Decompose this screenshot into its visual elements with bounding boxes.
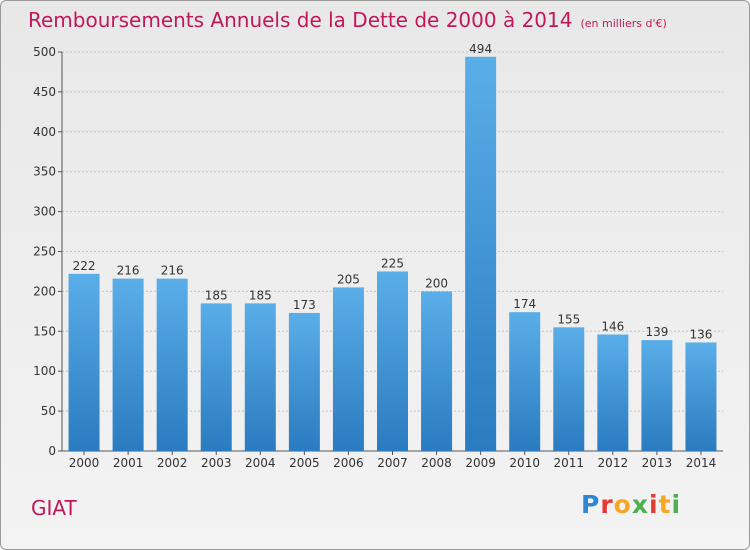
bar-value-label: 173 bbox=[293, 298, 316, 312]
x-tick-label: 2005 bbox=[289, 456, 320, 470]
bar bbox=[421, 291, 453, 451]
bar-value-label: 216 bbox=[117, 264, 140, 278]
logo-letter: P bbox=[581, 490, 601, 519]
bar bbox=[112, 278, 144, 451]
bar bbox=[465, 56, 497, 452]
y-tick-label: 450 bbox=[33, 85, 56, 99]
x-tick-label: 2001 bbox=[113, 456, 144, 470]
x-tick-label: 2000 bbox=[69, 456, 100, 470]
bar bbox=[288, 312, 320, 451]
bar-value-label: 225 bbox=[381, 256, 404, 270]
bar-value-label: 174 bbox=[513, 297, 536, 311]
bar-value-label: 146 bbox=[601, 319, 624, 333]
x-tick-label: 2012 bbox=[598, 456, 629, 470]
bar-value-label: 216 bbox=[161, 264, 184, 278]
bar bbox=[641, 340, 673, 451]
bar-value-label: 222 bbox=[73, 259, 96, 273]
x-tick-label: 2009 bbox=[465, 456, 496, 470]
x-tick-label: 2002 bbox=[157, 456, 188, 470]
y-tick-label: 250 bbox=[33, 245, 56, 259]
chart-title: Remboursements Annuels de la Dette de 20… bbox=[28, 8, 573, 32]
x-tick-label: 2006 bbox=[333, 456, 364, 470]
bar bbox=[685, 342, 717, 451]
bar bbox=[68, 273, 100, 451]
bar bbox=[332, 287, 364, 451]
x-tick-label: 2014 bbox=[686, 456, 717, 470]
y-tick-label: 50 bbox=[41, 404, 56, 418]
y-tick-label: 150 bbox=[33, 324, 56, 338]
y-tick-label: 350 bbox=[33, 165, 56, 179]
x-tick-label: 2008 bbox=[421, 456, 452, 470]
x-tick-label: 2007 bbox=[377, 456, 408, 470]
bar bbox=[156, 278, 188, 451]
chart-subtitle: (en milliers d'€) bbox=[580, 17, 667, 30]
bar-value-label: 494 bbox=[469, 42, 492, 56]
x-tick-label: 2010 bbox=[509, 456, 540, 470]
x-tick-label: 2011 bbox=[553, 456, 584, 470]
y-tick-label: 400 bbox=[33, 125, 56, 139]
bar-value-label: 200 bbox=[425, 276, 448, 290]
bar bbox=[200, 303, 232, 451]
bar-value-label: 185 bbox=[205, 288, 228, 302]
logo-letter: i bbox=[671, 490, 682, 519]
logo-letter: x bbox=[631, 490, 649, 519]
x-tick-label: 2004 bbox=[245, 456, 276, 470]
bar bbox=[509, 312, 541, 451]
y-tick-label: 500 bbox=[33, 45, 56, 59]
y-tick-label: 100 bbox=[33, 364, 56, 378]
bar bbox=[377, 271, 408, 451]
proxiti-logo: Proxiti bbox=[581, 490, 681, 519]
bar-value-label: 139 bbox=[645, 325, 668, 339]
bar-value-label: 205 bbox=[337, 272, 360, 286]
commune-name: GIAT bbox=[31, 496, 77, 520]
bar bbox=[597, 334, 629, 451]
logo-letter: r bbox=[600, 490, 614, 519]
y-tick-label: 300 bbox=[33, 205, 56, 219]
title-line: Remboursements Annuels de la Dette de 20… bbox=[28, 8, 667, 32]
logo-letter: o bbox=[613, 490, 632, 519]
logo-letter: i bbox=[649, 490, 659, 519]
x-tick-label: 2013 bbox=[642, 456, 673, 470]
bar bbox=[553, 327, 585, 451]
logo-letter: t bbox=[658, 490, 672, 519]
bar bbox=[244, 303, 276, 451]
y-tick-label: 0 bbox=[48, 444, 56, 458]
x-tick-label: 2003 bbox=[201, 456, 232, 470]
y-tick-label: 200 bbox=[33, 284, 56, 298]
bar-value-label: 136 bbox=[690, 327, 713, 341]
bar-value-label: 185 bbox=[249, 288, 272, 302]
bar-value-label: 155 bbox=[557, 312, 580, 326]
